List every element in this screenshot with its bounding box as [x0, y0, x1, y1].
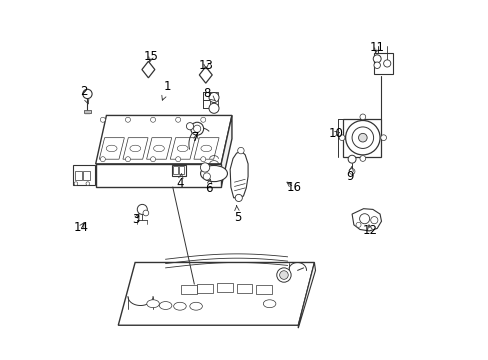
Circle shape	[201, 117, 205, 122]
Polygon shape	[172, 165, 186, 176]
Circle shape	[82, 89, 92, 99]
Circle shape	[359, 214, 369, 224]
Polygon shape	[217, 283, 232, 292]
Text: 3: 3	[132, 213, 140, 226]
Circle shape	[137, 204, 147, 215]
Circle shape	[359, 114, 365, 120]
Circle shape	[347, 155, 355, 163]
Ellipse shape	[106, 145, 117, 152]
Polygon shape	[199, 67, 212, 83]
Circle shape	[74, 182, 78, 185]
Polygon shape	[173, 166, 178, 174]
Circle shape	[383, 60, 390, 67]
Polygon shape	[179, 166, 183, 174]
Circle shape	[339, 135, 344, 140]
Polygon shape	[96, 164, 221, 187]
Circle shape	[208, 103, 219, 113]
Circle shape	[86, 182, 89, 185]
Text: 5: 5	[233, 206, 241, 224]
Ellipse shape	[263, 300, 275, 308]
Polygon shape	[84, 110, 90, 113]
Circle shape	[175, 157, 180, 162]
Polygon shape	[170, 138, 195, 159]
Circle shape	[355, 222, 360, 227]
Circle shape	[237, 147, 244, 154]
Circle shape	[142, 210, 148, 216]
Ellipse shape	[200, 166, 227, 181]
Polygon shape	[194, 138, 219, 159]
Polygon shape	[181, 285, 196, 294]
Text: 16: 16	[286, 181, 301, 194]
Circle shape	[190, 122, 203, 135]
Ellipse shape	[201, 145, 211, 152]
Circle shape	[100, 117, 105, 122]
Circle shape	[358, 134, 366, 142]
Ellipse shape	[189, 302, 202, 310]
Polygon shape	[99, 138, 124, 159]
Text: 8: 8	[203, 87, 215, 101]
Ellipse shape	[159, 302, 171, 310]
Circle shape	[125, 117, 130, 122]
Ellipse shape	[173, 302, 186, 310]
Polygon shape	[230, 151, 247, 198]
Ellipse shape	[153, 145, 164, 152]
Polygon shape	[73, 165, 94, 185]
Polygon shape	[236, 284, 252, 293]
Polygon shape	[96, 116, 231, 164]
Polygon shape	[75, 171, 81, 180]
Polygon shape	[221, 116, 231, 187]
Text: 11: 11	[369, 41, 384, 54]
Circle shape	[100, 157, 105, 162]
Polygon shape	[146, 138, 171, 159]
Circle shape	[279, 271, 287, 279]
Circle shape	[370, 217, 377, 224]
Circle shape	[359, 156, 365, 161]
Polygon shape	[210, 93, 218, 108]
Circle shape	[186, 123, 193, 130]
Polygon shape	[343, 119, 380, 157]
Ellipse shape	[146, 300, 159, 308]
Text: 12: 12	[362, 224, 377, 237]
Ellipse shape	[130, 145, 141, 152]
Polygon shape	[373, 53, 392, 74]
Ellipse shape	[177, 145, 187, 152]
Circle shape	[380, 135, 386, 140]
Polygon shape	[351, 209, 381, 231]
Circle shape	[276, 268, 290, 282]
Circle shape	[150, 117, 155, 122]
Text: 10: 10	[328, 127, 343, 140]
Polygon shape	[298, 262, 315, 328]
Text: 4: 4	[176, 174, 183, 190]
Text: 14: 14	[74, 221, 89, 234]
Text: 2: 2	[80, 85, 89, 104]
Circle shape	[351, 127, 373, 148]
Polygon shape	[142, 61, 155, 78]
Text: 9: 9	[346, 167, 353, 183]
Circle shape	[193, 125, 201, 132]
Text: 1: 1	[162, 80, 171, 100]
Circle shape	[235, 194, 242, 202]
Circle shape	[201, 157, 205, 162]
Circle shape	[150, 157, 155, 162]
Circle shape	[345, 121, 379, 155]
Text: 7: 7	[192, 131, 200, 144]
Text: 15: 15	[143, 50, 159, 63]
Polygon shape	[83, 171, 89, 180]
Text: 13: 13	[198, 59, 213, 72]
Polygon shape	[118, 262, 314, 325]
Text: 6: 6	[204, 179, 212, 195]
Circle shape	[348, 168, 354, 174]
Circle shape	[200, 163, 209, 172]
Circle shape	[373, 62, 380, 68]
Circle shape	[175, 117, 180, 122]
Polygon shape	[256, 285, 271, 294]
Circle shape	[203, 173, 210, 180]
Polygon shape	[122, 138, 148, 159]
Polygon shape	[197, 284, 212, 293]
Circle shape	[125, 157, 130, 162]
Circle shape	[372, 55, 380, 63]
Circle shape	[208, 93, 219, 103]
